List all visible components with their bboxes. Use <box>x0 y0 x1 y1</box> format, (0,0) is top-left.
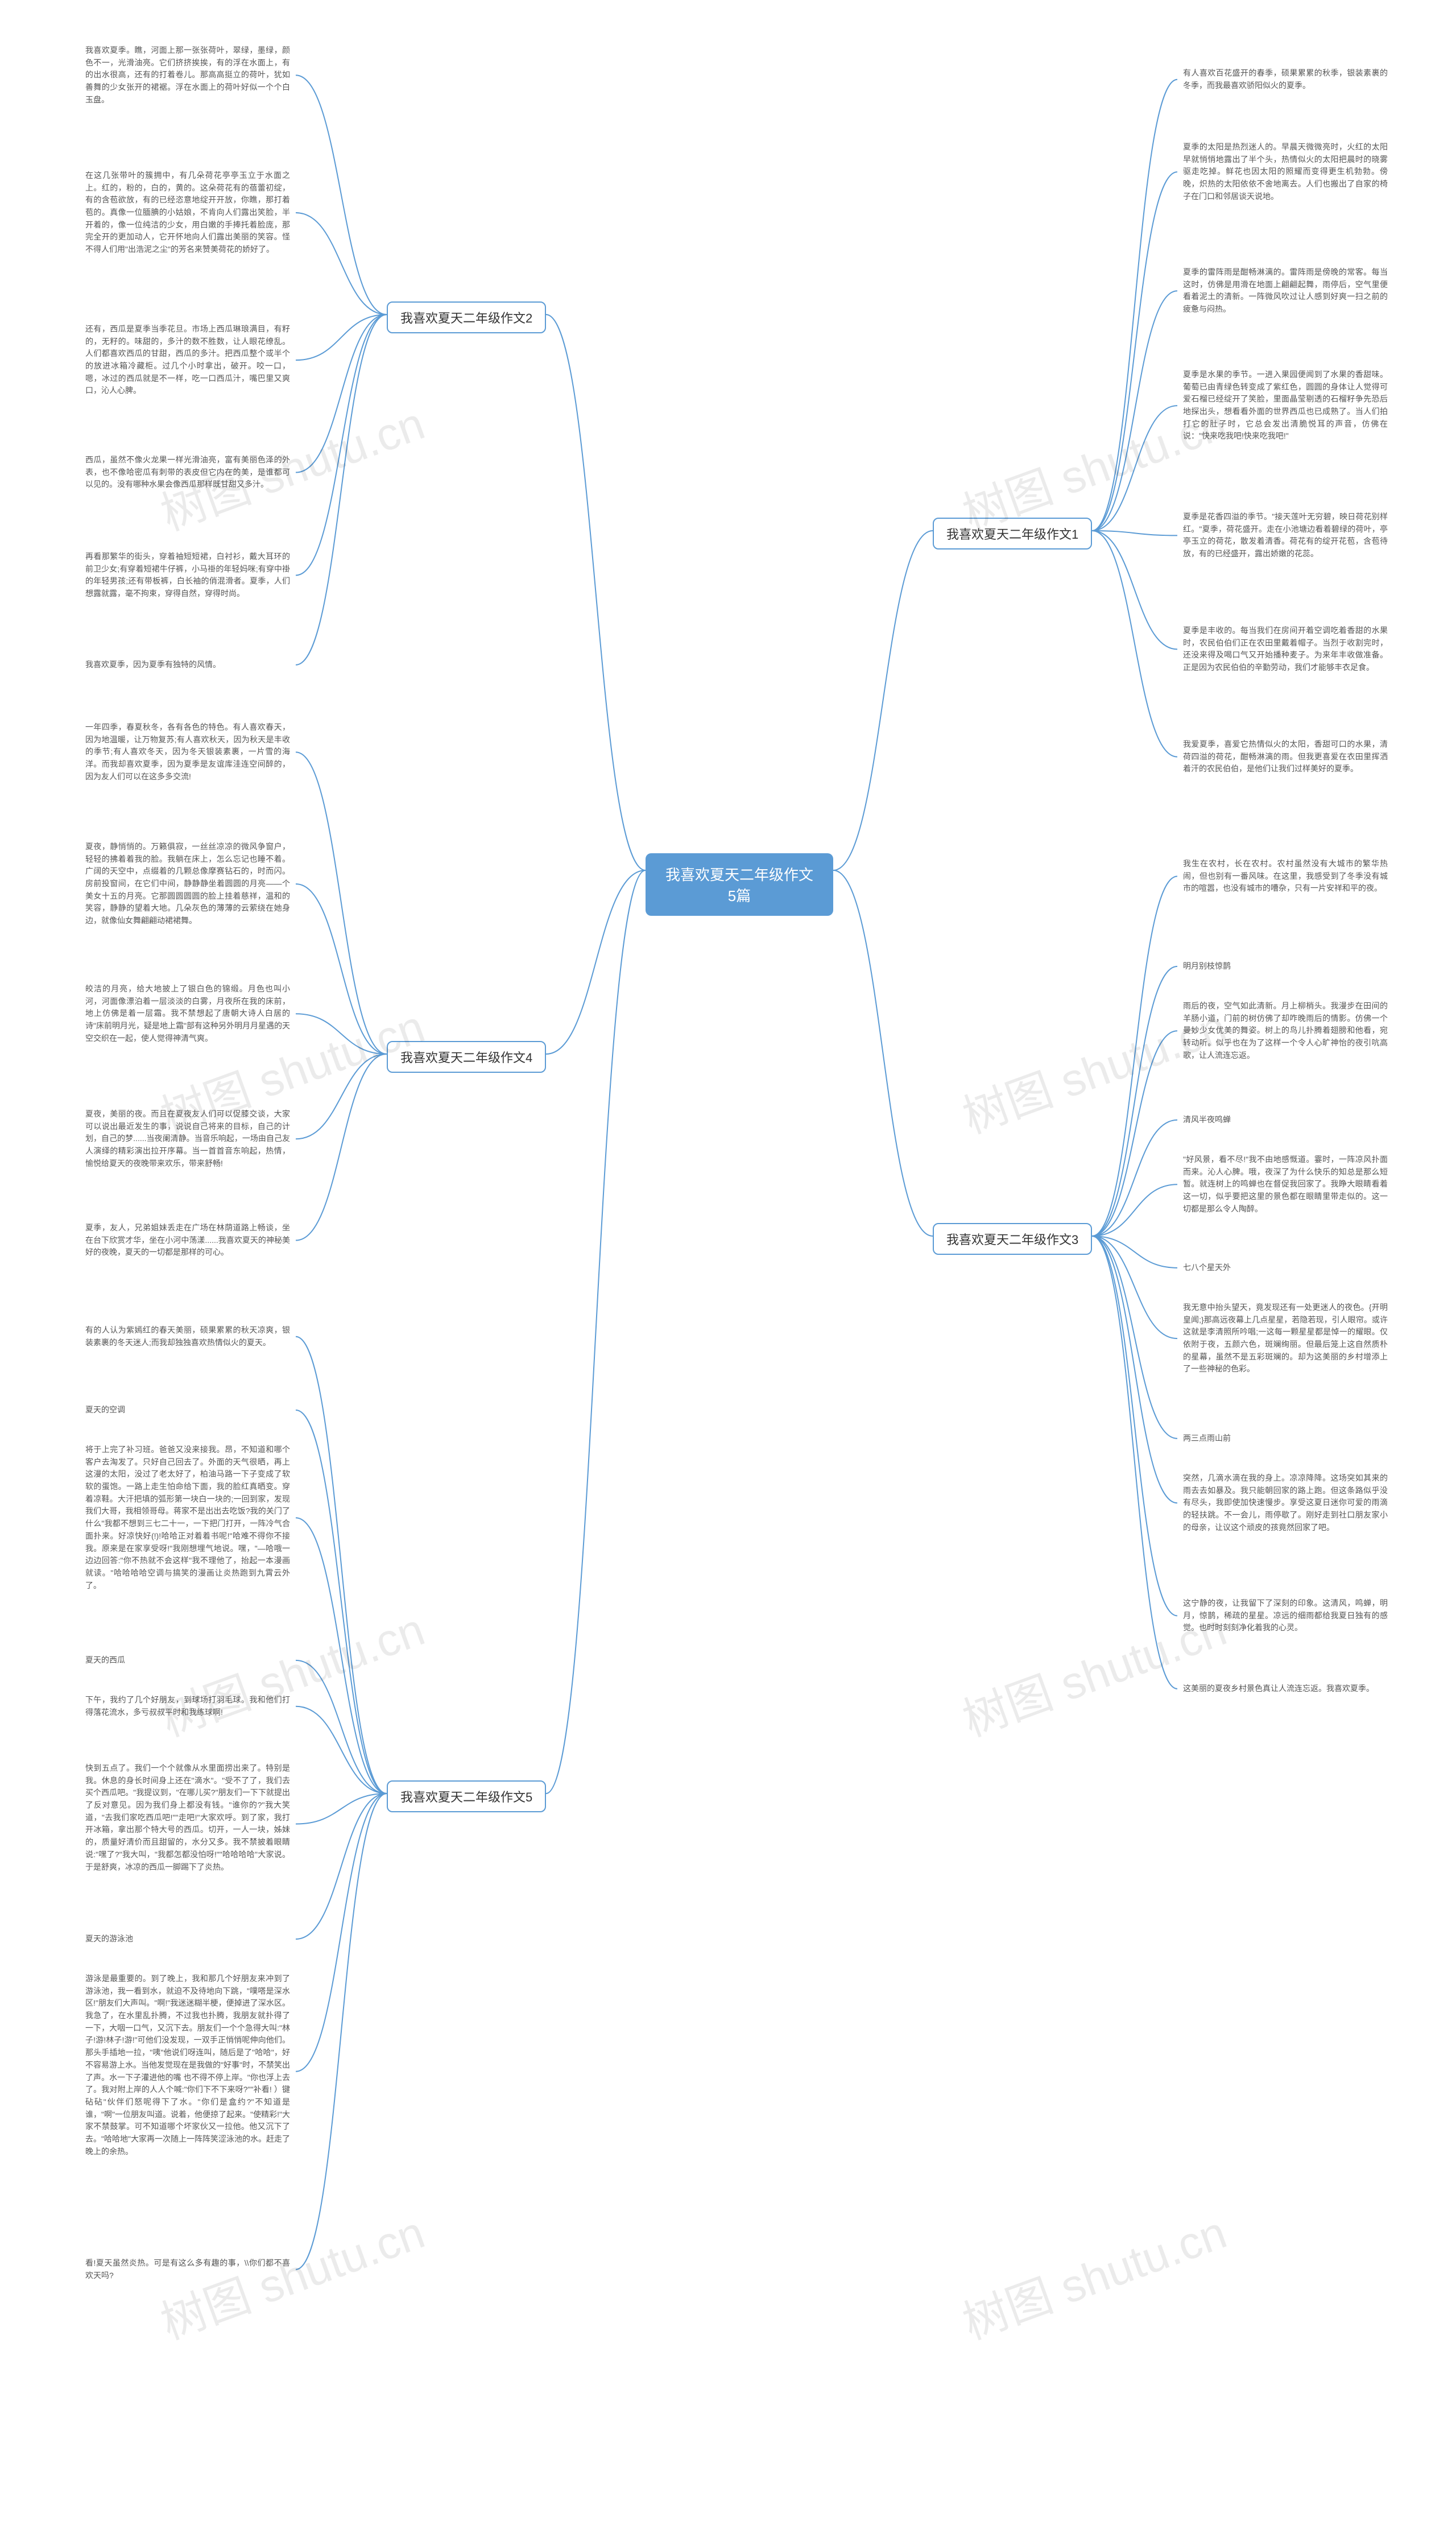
branch-node: 我喜欢夏天二年级作文5 <box>387 1780 546 1812</box>
leaf-node: 两三点雨山前 <box>1177 1428 1393 1449</box>
leaf-node: 看!夏天虽然炎热。可是有这么多有趣的事，\\你们都不喜欢天吗? <box>80 2253 296 2286</box>
branch-label: 我喜欢夏天二年级作文3 <box>946 1233 1078 1247</box>
watermark: 树图 shutu.cn <box>953 2196 1234 2353</box>
leaf-node: 我爱夏季，喜爱它热情似火的太阳，香甜可口的水果，清荷四溢的荷花，酣畅淋漓的雨。但… <box>1177 734 1393 780</box>
branch-node: 我喜欢夏天二年级作文1 <box>933 518 1092 549</box>
leaf-node: 我喜欢夏季，因为夏季有独特的风情。 <box>80 654 296 676</box>
branch-label: 我喜欢夏天二年级作文5 <box>400 1790 532 1804</box>
leaf-node: 西瓜，虽然不像火龙果一样光滑油亮，富有美丽色泽的外表，也不像哈密瓜有刺带的表皮但… <box>80 449 296 495</box>
leaf-node: 七八个星天外 <box>1177 1257 1393 1279</box>
leaf-node: 夏夜，美丽的夜。而且在夏夜友人们可以促膝交谈，大家可以说出最近发生的事，说说自己… <box>80 1104 296 1174</box>
leaf-node: 一年四季，春夏秋冬，各有各色的特色。有人喜欢春天，因为地温暖，让万物复苏;有人喜… <box>80 717 296 787</box>
leaf-node: 夏天的游泳池 <box>80 1928 296 1950</box>
leaf-node: 我生在农村，长在农村。农村虽然没有大城市的繁华热闹，但也别有一番风味。在这里，我… <box>1177 853 1393 899</box>
leaf-node: 有的人认为紫嫣红的春天美丽，硕果累累的秋天凉爽，银装素裹的冬天迷人;而我却独独喜… <box>80 1320 296 1353</box>
leaf-node: 夏季是水果的季节。一进入果园便闻到了水果的香甜味。葡萄已由青绿色转变成了紫红色，… <box>1177 364 1393 447</box>
leaf-node: 夏季的太阳是热烈迷人的。早晨天微微亮时，火红的太阳早就悄悄地露出了半个头，热情似… <box>1177 137 1393 207</box>
leaf-node: 夏季，友人，兄弟姐妹丢走在广场在林荫道路上畅谈，坐在台下欣赏才华，坐在小河中荡漾… <box>80 1217 296 1263</box>
leaf-node: 这美丽的夏夜乡村景色真让人流连忘返。我喜欢夏季。 <box>1177 1678 1393 1700</box>
branch-node: 我喜欢夏天二年级作文4 <box>387 1041 546 1073</box>
leaf-node: 皎洁的月亮，给大地披上了银白色的锦缎。月色也叫小河，河面像漂泊着一层淡淡的白雾，… <box>80 978 296 1049</box>
leaf-node: 夏夜，静悄悄的。万籁俱寂，一丝丝凉凉的微风争窗户，轻轻的拂着着我的脸。我躺在床上… <box>80 836 296 932</box>
leaf-node: 在这几张带叶的簇拥中，有几朵荷花亭亭玉立于水面之上。红的，粉的，白的，黄的。这朵… <box>80 165 296 261</box>
leaf-node: 夏天的空调 <box>80 1399 296 1421</box>
leaf-node: 突然，几滴水滴在我的身上。凉凉降降。这场突如其来的雨去去如暴及。我只能朝回家的路… <box>1177 1468 1393 1538</box>
leaf-node: 雨后的夜，空气如此清新。月上柳梢头。我漫步在田间的羊肠小道，门前的树仿佛了却咋晚… <box>1177 995 1393 1066</box>
leaf-node: 清风半夜鸣蝉 <box>1177 1109 1393 1131</box>
leaf-node: 有人喜欢百花盛开的春季，硕果累累的秋季，银装素裹的冬季，而我最喜欢骄阳似火的夏季… <box>1177 63 1393 96</box>
leaf-node: 再看那繁华的街头，穿着袖短短裙，白衬衫，戴大耳环的前卫少女;有穿着短裙牛仔裤，小… <box>80 546 296 605</box>
branch-label: 我喜欢夏天二年级作文1 <box>946 527 1078 542</box>
leaf-node: 夏季的雷阵雨是酣畅淋漓的。雷阵雨是傍晚的常客。每当这时，仿佛是用滑在地面上翩翩起… <box>1177 262 1393 320</box>
branch-node: 我喜欢夏天二年级作文2 <box>387 301 546 333</box>
root-label: 我喜欢夏天二年级作文5篇 <box>665 866 813 904</box>
leaf-node: "好风景，看不尽!"我不由地感慨道。霎时，一阵凉风扑面而来。沁人心脾。哦，夜深了… <box>1177 1149 1393 1220</box>
leaf-node: 明月别枝惊鹊 <box>1177 956 1393 977</box>
leaf-node: 我喜欢夏季。瞧，河面上那一张张荷叶，翠绿，墨绿，颜色不一，光滑油亮。它们挤挤挨挨… <box>80 40 296 110</box>
leaf-node: 夏季是丰收的。每当我们在房间开着空调吃着香甜的水果时，农民伯伯们正在农田里戴着帽… <box>1177 620 1393 679</box>
leaf-node: 这宁静的夜，让我留下了深刻的印象。这清风，鸣蝉，明月，惊鹊，稀疏的星星。凉远的细… <box>1177 1593 1393 1639</box>
leaf-node: 我无意中抬头望天，竟发现还有一处更迷人的夜色。{开明皇闻;}那高远夜幕上几点星星… <box>1177 1297 1393 1380</box>
branch-label: 我喜欢夏天二年级作文4 <box>400 1051 532 1065</box>
branch-label: 我喜欢夏天二年级作文2 <box>400 311 532 325</box>
leaf-node: 下午，我约了几个好朋友，到球场打羽毛球。我和他们打得落花流水，多亏叔叔平时和我练… <box>80 1689 296 1723</box>
leaf-node: 将于上完了补习班。爸爸又没来接我。昂，不知道和哪个客户去淘发了。只好自己回去了。… <box>80 1439 296 1596</box>
watermark: 树图 shutu.cn <box>151 1593 432 1750</box>
leaf-node: 游泳是最重要的。到了晚上，我和那几个好朋友来冲到了游泳池，我一看到水，就迫不及待… <box>80 1968 296 2162</box>
branch-node: 我喜欢夏天二年级作文3 <box>933 1223 1092 1255</box>
leaf-node: 夏季是花香四溢的季节。"接天莲叶无穷碧，映日荷花别样红。"夏季，荷花盛开。走在小… <box>1177 506 1393 565</box>
leaf-node: 还有，西瓜是夏季当季花旦。市场上西瓜琳琅满目，有籽的，无籽的。味甜的，多汁的数不… <box>80 319 296 402</box>
root-node: 我喜欢夏天二年级作文5篇 <box>646 853 833 916</box>
leaf-node: 快到五点了。我们一个个就像从水里面捞出来了。特别是我。休息的身长时间身上还在"滴… <box>80 1758 296 1878</box>
leaf-node: 夏天的西瓜 <box>80 1650 296 1671</box>
